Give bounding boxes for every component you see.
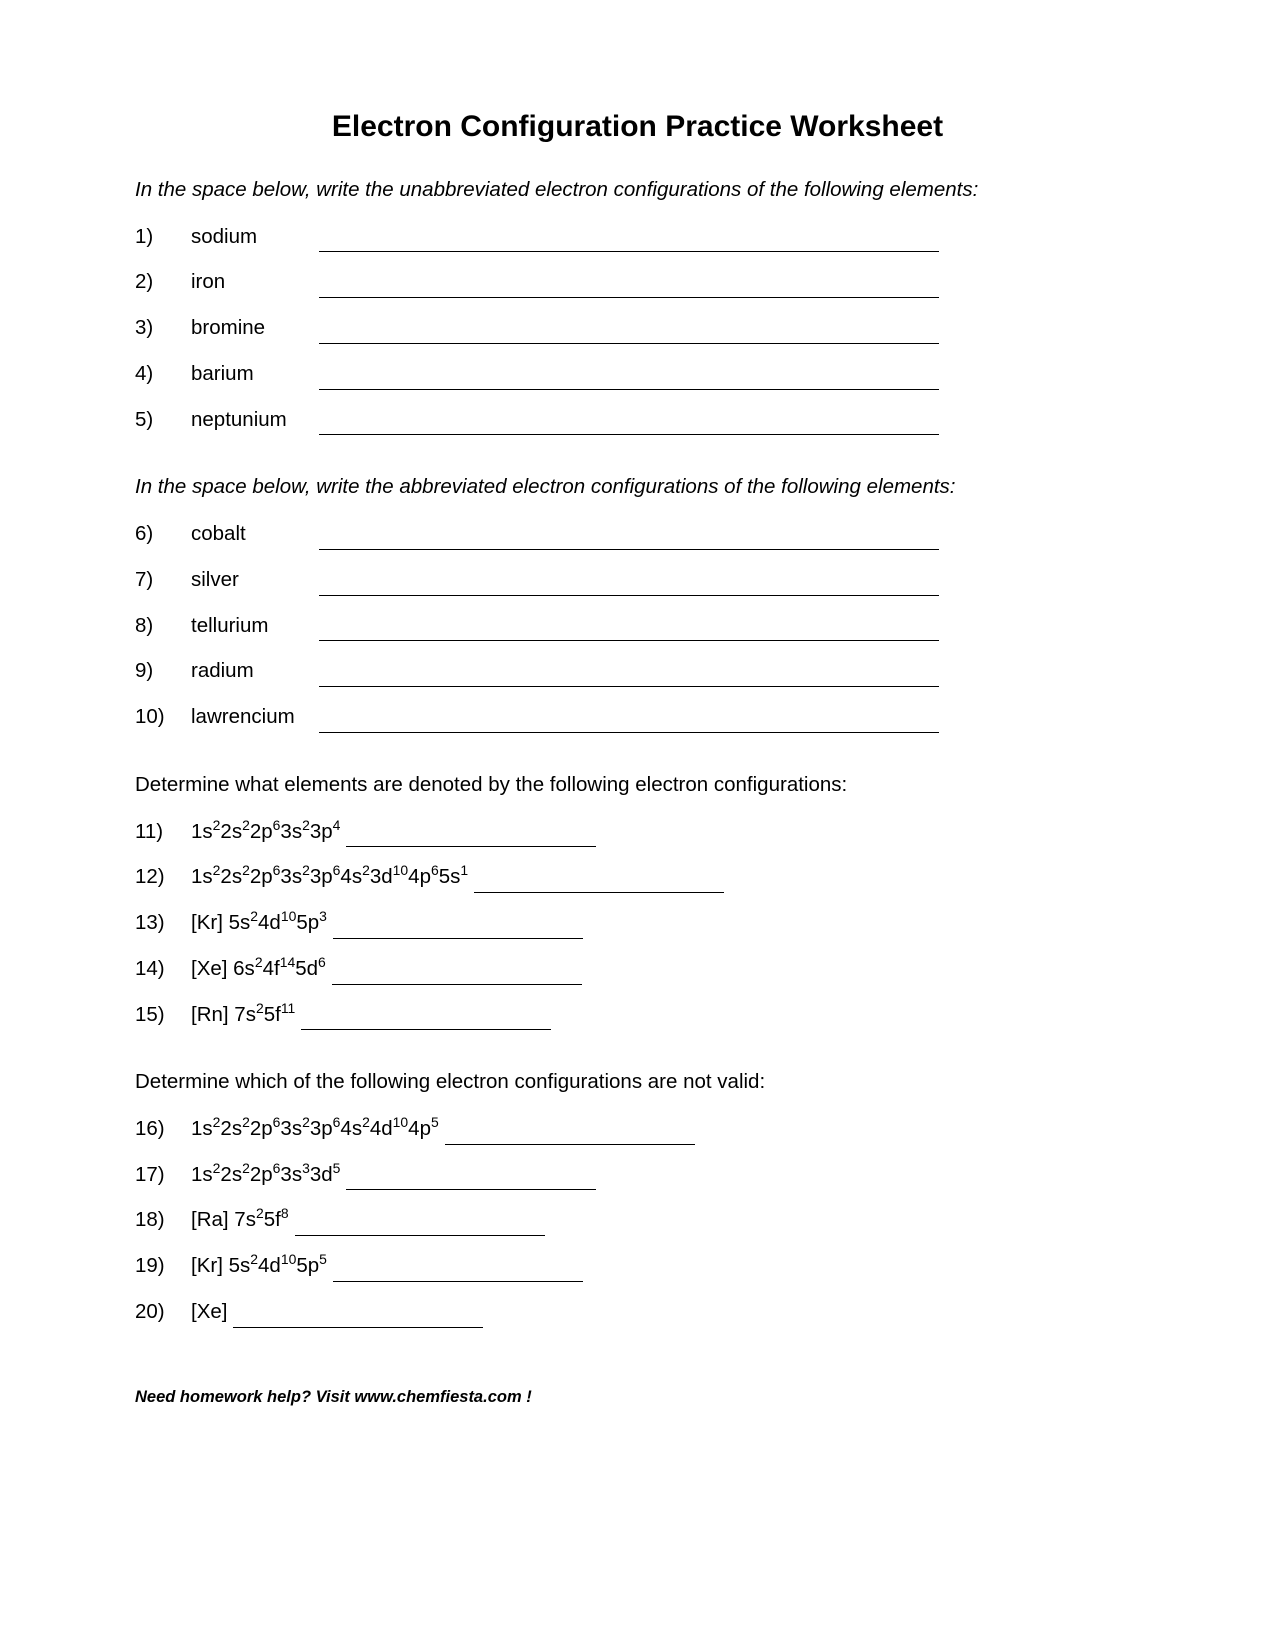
section-unabbreviated: In the space below, write the unabbrevia… [135,176,1140,435]
section-invalid-configs: Determine which of the following electro… [135,1068,1140,1327]
answer-blank[interactable] [319,230,939,253]
question-row: 4)barium [135,359,1140,390]
question-row: 18)[Ra] 7s25f8 [135,1205,1140,1236]
question-row: 3)bromine [135,313,1140,344]
question-number: 20) [135,1297,191,1328]
element-name: neptunium [191,405,311,436]
electron-configuration: [Kr] 5s24d105p3 [191,908,327,939]
page-title: Electron Configuration Practice Workshee… [135,110,1140,144]
question-row: 10)lawrencium [135,702,1140,733]
answer-blank[interactable] [333,916,583,939]
answer-blank[interactable] [233,1305,483,1328]
question-number: 4) [135,359,191,390]
question-row: 13)[Kr] 5s24d105p3 [135,908,1140,939]
question-row: 17)1s22s22p63s33d5 [135,1160,1140,1191]
question-row: 15)[Rn] 7s25f11 [135,1000,1140,1031]
answer-blank[interactable] [319,619,939,642]
question-number: 6) [135,519,191,550]
question-number: 12) [135,862,191,893]
answer-blank[interactable] [319,527,939,550]
answer-blank[interactable] [319,276,939,299]
question-row: 14)[Xe] 6s24f145d6 [135,954,1140,985]
question-row: 12)1s22s22p63s23p64s23d104p65s1 [135,862,1140,893]
electron-configuration: 1s22s22p63s33d5 [191,1160,340,1191]
section1-instructions: In the space below, write the unabbrevia… [135,176,1140,204]
answer-blank[interactable] [319,710,939,733]
footer-text: Need homework help? Visit www.chemfiesta… [135,1388,1140,1407]
answer-blank[interactable] [445,1122,695,1145]
answer-blank[interactable] [319,367,939,390]
question-row: 20)[Xe] [135,1297,1140,1328]
electron-configuration: [Kr] 5s24d105p5 [191,1251,327,1282]
question-number: 17) [135,1160,191,1191]
question-number: 15) [135,1000,191,1031]
question-number: 11) [135,817,191,848]
section-abbreviated: In the space below, write the abbreviate… [135,473,1140,732]
element-name: cobalt [191,519,311,550]
question-row: 2)iron [135,267,1140,298]
section3-heading: Determine what elements are denoted by t… [135,771,1140,799]
electron-configuration: 1s22s22p63s23p64s24d104p5 [191,1114,439,1145]
question-number: 19) [135,1251,191,1282]
section2-instructions: In the space below, write the abbreviate… [135,473,1140,501]
question-row: 9)radium [135,656,1140,687]
question-row: 19)[Kr] 5s24d105p5 [135,1251,1140,1282]
answer-blank[interactable] [346,825,596,848]
question-row: 1)sodium [135,222,1140,253]
question-number: 10) [135,702,191,733]
question-number: 8) [135,611,191,642]
question-number: 3) [135,313,191,344]
element-name: iron [191,267,311,298]
element-name: radium [191,656,311,687]
element-name: bromine [191,313,311,344]
question-number: 18) [135,1205,191,1236]
answer-blank[interactable] [319,413,939,436]
question-row: 8)tellurium [135,611,1140,642]
question-row: 16)1s22s22p63s23p64s24d104p5 [135,1114,1140,1145]
element-name: silver [191,565,311,596]
question-row: 6)cobalt [135,519,1140,550]
answer-blank[interactable] [332,962,582,985]
answer-blank[interactable] [319,321,939,344]
section4-heading: Determine which of the following electro… [135,1068,1140,1096]
question-number: 7) [135,565,191,596]
answer-blank[interactable] [295,1214,545,1237]
question-row: 5)neptunium [135,405,1140,436]
question-row: 11)1s22s22p63s23p4 [135,817,1140,848]
answer-blank[interactable] [474,870,724,893]
element-name: barium [191,359,311,390]
electron-configuration: [Rn] 7s25f11 [191,1000,295,1031]
element-name: sodium [191,222,311,253]
answer-blank[interactable] [319,573,939,596]
question-number: 13) [135,908,191,939]
question-number: 1) [135,222,191,253]
question-number: 5) [135,405,191,436]
section-determine-elements: Determine what elements are denoted by t… [135,771,1140,1030]
question-number: 2) [135,267,191,298]
electron-configuration: [Xe] 6s24f145d6 [191,954,326,985]
question-number: 9) [135,656,191,687]
electron-configuration: [Xe] [191,1297,227,1328]
answer-blank[interactable] [301,1008,551,1031]
question-number: 16) [135,1114,191,1145]
question-number: 14) [135,954,191,985]
answer-blank[interactable] [346,1168,596,1191]
answer-blank[interactable] [333,1259,583,1282]
electron-configuration: [Ra] 7s25f8 [191,1205,289,1236]
electron-configuration: 1s22s22p63s23p64s23d104p65s1 [191,862,468,893]
element-name: tellurium [191,611,311,642]
question-row: 7)silver [135,565,1140,596]
electron-configuration: 1s22s22p63s23p4 [191,817,340,848]
worksheet-page: Electron Configuration Practice Workshee… [0,0,1275,1407]
element-name: lawrencium [191,702,311,733]
answer-blank[interactable] [319,665,939,688]
